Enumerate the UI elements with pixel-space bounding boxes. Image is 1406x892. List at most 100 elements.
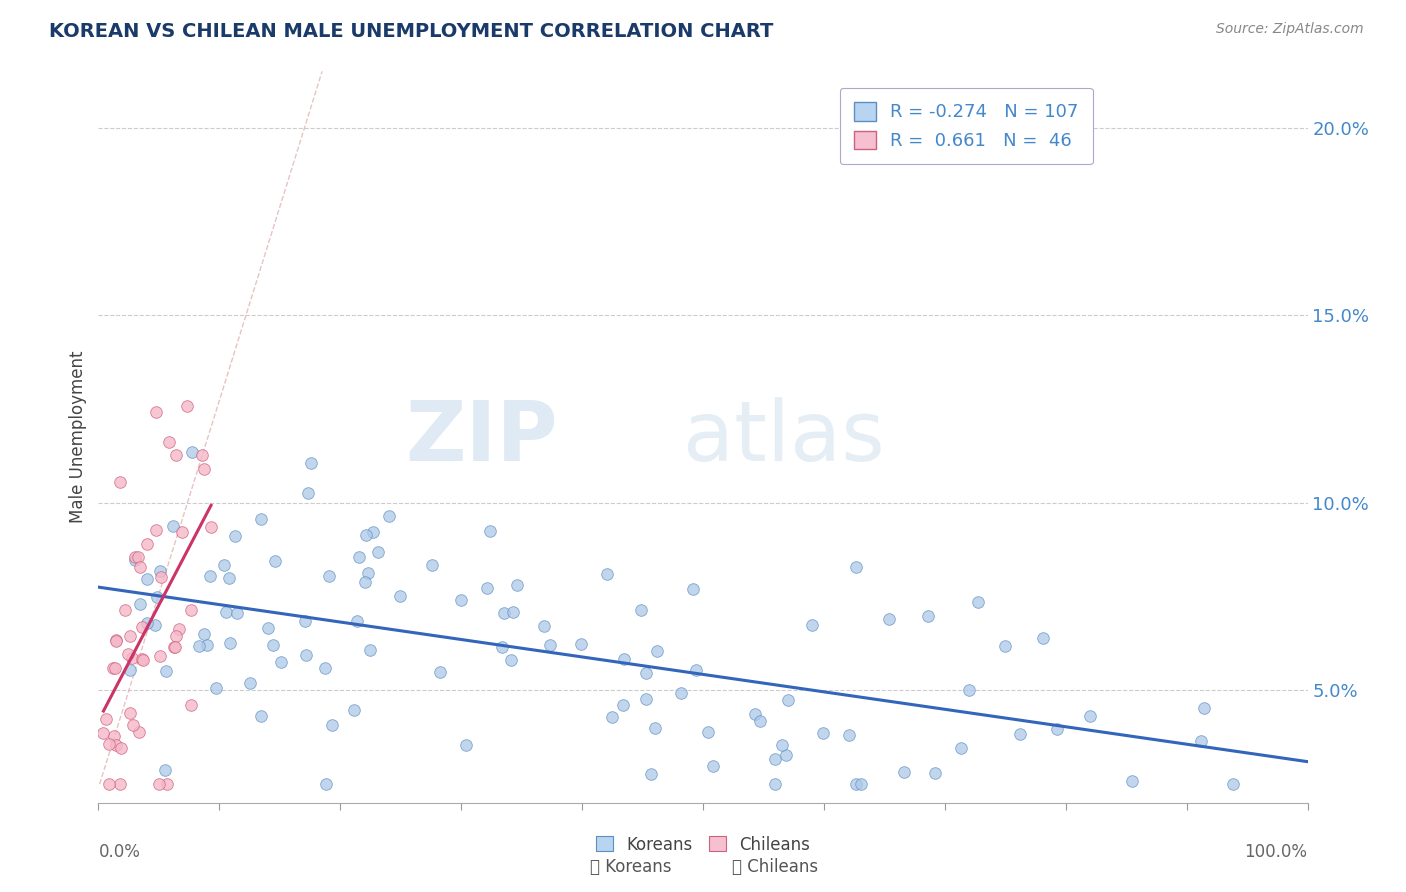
Point xyxy=(93,725,115,739)
Point xyxy=(188,639,211,653)
Point xyxy=(1032,631,1054,645)
Point xyxy=(108,475,131,490)
Point xyxy=(321,717,343,731)
Point xyxy=(378,509,401,524)
Point xyxy=(156,777,179,791)
Point xyxy=(502,605,524,619)
Point xyxy=(533,618,555,632)
Text: ZIP: ZIP xyxy=(405,397,558,477)
Point xyxy=(120,630,142,644)
Point xyxy=(1194,700,1216,714)
Point xyxy=(763,777,786,791)
Point xyxy=(145,405,167,419)
Point xyxy=(596,567,619,582)
Point xyxy=(299,456,322,470)
Point xyxy=(118,663,141,677)
Point xyxy=(342,703,364,717)
Point xyxy=(148,777,170,791)
Point xyxy=(145,523,167,537)
Point xyxy=(131,620,153,634)
Point xyxy=(318,568,340,582)
Point xyxy=(294,648,316,662)
Point xyxy=(155,764,177,778)
Point xyxy=(110,740,132,755)
Point xyxy=(157,434,180,449)
Point xyxy=(770,738,793,752)
Point xyxy=(778,693,800,707)
Point xyxy=(143,617,166,632)
Point xyxy=(180,603,202,617)
Point xyxy=(347,550,370,565)
Point xyxy=(429,665,451,679)
Point xyxy=(950,740,973,755)
Point xyxy=(1222,777,1244,791)
Point xyxy=(117,647,139,661)
Point xyxy=(114,602,136,616)
Point xyxy=(775,748,797,763)
Point xyxy=(163,640,186,654)
Point xyxy=(224,529,246,543)
Point xyxy=(849,777,872,791)
Point xyxy=(155,665,177,679)
Point xyxy=(354,528,377,542)
Point xyxy=(249,512,271,526)
Point xyxy=(104,633,127,648)
Point xyxy=(108,777,131,791)
Point xyxy=(162,518,184,533)
Point xyxy=(748,714,770,729)
Point xyxy=(420,558,443,573)
Legend: Koreans, Chileans: Koreans, Chileans xyxy=(589,829,817,860)
Point xyxy=(702,758,724,772)
Point xyxy=(105,739,128,753)
Point xyxy=(613,652,636,666)
Point xyxy=(600,710,623,724)
Point xyxy=(200,520,222,534)
Text: 100.0%: 100.0% xyxy=(1244,843,1308,861)
Point xyxy=(193,627,215,641)
Point xyxy=(97,737,120,751)
Point xyxy=(96,712,118,726)
Point xyxy=(801,618,824,632)
Point xyxy=(131,652,153,666)
Point xyxy=(477,581,499,595)
Point xyxy=(630,602,652,616)
Text: atlas: atlas xyxy=(683,397,884,477)
Point xyxy=(367,545,389,559)
Point xyxy=(966,594,988,608)
Point xyxy=(644,721,666,735)
Point xyxy=(1078,709,1101,723)
Point xyxy=(454,738,477,752)
Point xyxy=(838,728,860,742)
Text: KOREAN VS CHILEAN MALE UNEMPLOYMENT CORRELATION CHART: KOREAN VS CHILEAN MALE UNEMPLOYMENT CORR… xyxy=(49,22,773,41)
Point xyxy=(811,725,834,739)
Point xyxy=(124,553,146,567)
Point xyxy=(136,616,159,631)
Point xyxy=(294,614,316,628)
Point xyxy=(170,525,193,540)
Point xyxy=(135,537,157,551)
Point xyxy=(180,698,202,712)
Point xyxy=(479,524,502,538)
Point xyxy=(165,629,187,643)
Point xyxy=(257,621,280,635)
Point xyxy=(917,609,939,624)
Point xyxy=(492,606,515,620)
Point xyxy=(450,592,472,607)
Point xyxy=(314,661,336,675)
Point xyxy=(163,640,186,654)
Point xyxy=(685,663,707,677)
Point xyxy=(167,622,190,636)
Point xyxy=(135,572,157,586)
Point xyxy=(128,560,150,574)
Point xyxy=(146,590,169,604)
Point xyxy=(506,578,529,592)
Point xyxy=(121,717,143,731)
Point xyxy=(150,569,173,583)
Point xyxy=(357,566,380,580)
Point xyxy=(361,524,384,539)
Point xyxy=(994,639,1017,653)
Point xyxy=(1010,727,1032,741)
Point xyxy=(315,776,337,790)
Point xyxy=(270,655,292,669)
Point xyxy=(149,648,172,663)
